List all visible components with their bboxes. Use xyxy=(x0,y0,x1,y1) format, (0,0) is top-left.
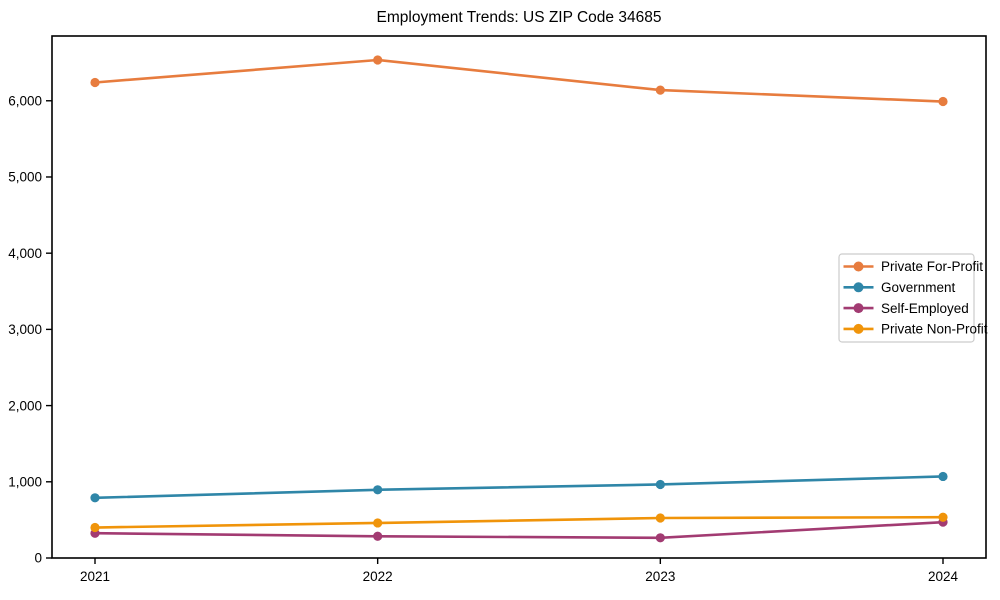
y-tick-label: 1,000 xyxy=(8,474,42,489)
series-line-private-non-profit xyxy=(94,515,944,529)
data-point-government xyxy=(938,471,948,482)
y-tick-label: 2,000 xyxy=(8,398,42,413)
legend-marker-self-employed xyxy=(853,303,864,314)
legend-marker-private-for-profit xyxy=(853,261,864,272)
legend-label-government: Government xyxy=(881,280,956,295)
plot-area-border xyxy=(51,35,987,559)
legend-marker-government xyxy=(853,282,864,293)
data-point-private-for-profit xyxy=(655,85,665,95)
data-point-private-non-profit xyxy=(90,522,100,533)
data-point-private-non-profit xyxy=(655,513,665,523)
y-tick-label: 6,000 xyxy=(8,93,42,108)
data-point-private-non-profit xyxy=(373,518,383,528)
legend-label-private-for-profit: Private For-Profit xyxy=(881,259,983,274)
data-point-self-employed xyxy=(655,533,665,543)
y-tick-label: 3,000 xyxy=(8,322,42,337)
legend-label-private-non-profit: Private Non-Profit xyxy=(881,322,988,337)
data-point-government xyxy=(655,479,665,490)
data-point-self-employed xyxy=(373,531,383,541)
data-point-government xyxy=(373,485,383,495)
y-tick-label: 5,000 xyxy=(8,170,42,185)
data-point-government xyxy=(90,493,100,503)
x-tick-label: 2024 xyxy=(928,569,959,584)
series-line-private-for-profit xyxy=(94,58,944,103)
x-tick-label: 2023 xyxy=(645,569,675,584)
legend-label-self-employed: Self-Employed xyxy=(881,301,969,316)
chart-title: Employment Trends: US ZIP Code 34685 xyxy=(377,9,662,26)
y-tick-label: 4,000 xyxy=(8,246,42,261)
series-line-government xyxy=(94,475,944,500)
legend-marker-private-non-profit xyxy=(853,323,864,334)
x-tick-label: 2022 xyxy=(363,569,393,584)
data-point-private-non-profit xyxy=(938,512,948,522)
legend-box xyxy=(838,253,975,343)
series-line-self-employed xyxy=(94,520,944,540)
x-tick-label: 2021 xyxy=(80,569,110,584)
data-point-private-for-profit xyxy=(90,77,100,88)
data-point-private-for-profit xyxy=(938,96,948,107)
y-tick-label: 0 xyxy=(34,551,42,566)
data-point-private-for-profit xyxy=(373,55,383,65)
